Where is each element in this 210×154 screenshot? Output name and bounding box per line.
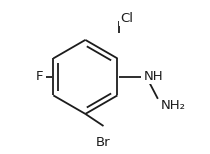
Text: Cl: Cl [120, 12, 133, 25]
Text: Br: Br [96, 136, 111, 149]
Text: NH: NH [143, 70, 163, 83]
Text: NH₂: NH₂ [161, 99, 186, 112]
Text: F: F [35, 70, 43, 83]
